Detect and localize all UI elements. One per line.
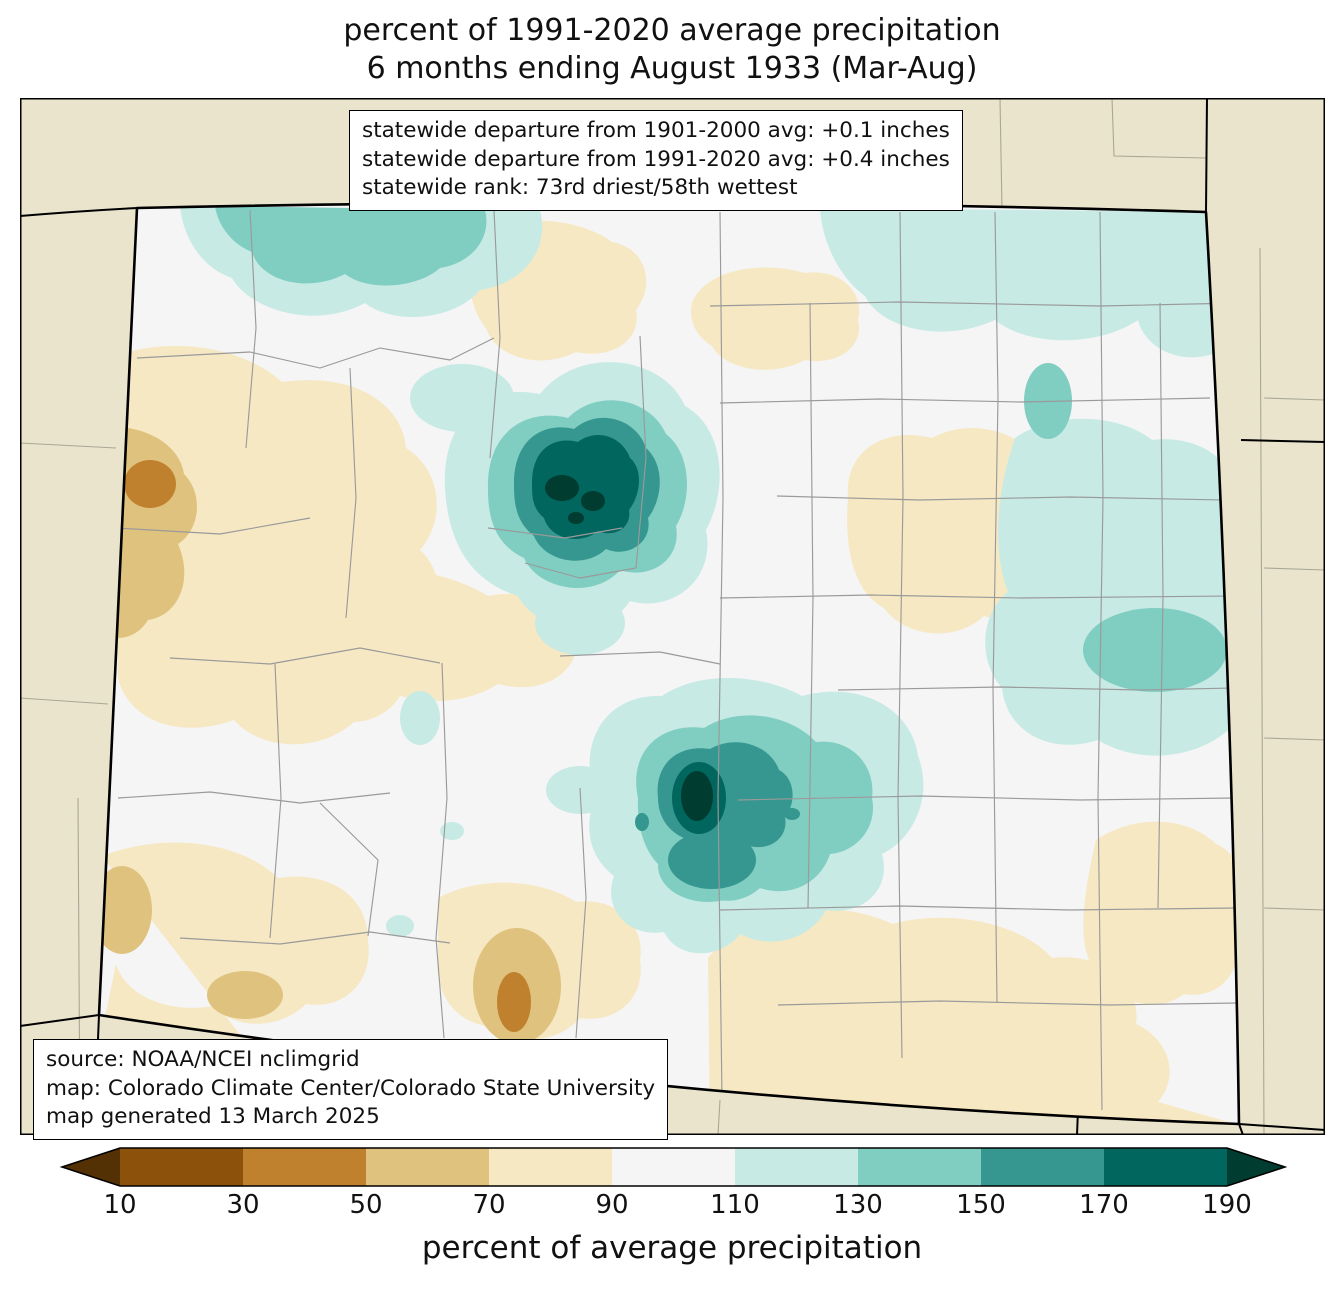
colorbar-tick-label: 190 [1202, 1190, 1252, 1220]
map-axes: statewide departure from 1901-2000 avg: … [20, 98, 1325, 1140]
stats-line-2: statewide departure from 1991-2020 avg: … [362, 146, 950, 172]
title-line-1: percent of 1991-2020 average precipitati… [343, 13, 1001, 48]
contour-fills [99, 206, 1239, 1125]
contour-30-50 [124, 460, 531, 1032]
colorbar-tick-label: 10 [103, 1190, 137, 1220]
colorbar-segment [489, 1148, 612, 1186]
title-line-2: 6 months ending August 1933 (Mar-Aug) [366, 51, 978, 87]
colorbar-segment [735, 1148, 858, 1186]
colorbar-segment [981, 1148, 1104, 1186]
source-line-1: source: NOAA/NCEI nclimgrid [46, 1047, 360, 1072]
colorbar-tick-label: 170 [1079, 1190, 1129, 1220]
colorbar-segment [1104, 1148, 1227, 1186]
colorbar-gradient [59, 1147, 1288, 1187]
colorbar-segment [243, 1148, 366, 1186]
figure-title: percent of 1991-2020 average precipitati… [0, 12, 1344, 89]
stats-box: statewide departure from 1901-2000 avg: … [349, 110, 963, 211]
contour-gt-190 [545, 475, 713, 821]
colorbar: 10 30 50 70 90 110 130 150 170 190 [0, 1146, 1344, 1230]
stats-line-3: statewide rank: 73rd driest/58th wettest [362, 175, 798, 201]
source-line-2: map: Colorado Climate Center/Colorado St… [46, 1075, 656, 1101]
colorbar-tick-label: 150 [956, 1190, 1006, 1220]
colorbar-tick-label: 90 [595, 1190, 629, 1220]
county-boundaries [115, 209, 1239, 1111]
colorbar-ticks: 10 30 50 70 90 110 130 150 170 190 [0, 1190, 1344, 1224]
colorbar-tick-label: 50 [349, 1190, 383, 1220]
stats-line-1: statewide departure from 1901-2000 avg: … [362, 118, 950, 143]
colorbar-tick-label: 70 [472, 1190, 506, 1220]
colorbar-tick-label: 110 [710, 1190, 760, 1220]
colorbar-outline [59, 1147, 1288, 1187]
colorbar-segment [858, 1148, 981, 1186]
colorado-precipitation-map [20, 98, 1325, 1135]
source-box: source: NOAA/NCEI nclimgrid map: Colorad… [33, 1039, 669, 1140]
colorbar-tick-label: 30 [226, 1190, 260, 1220]
colorbar-right-arrow [1227, 1148, 1285, 1186]
colorbar-left-arrow [62, 1148, 120, 1186]
colorbar-segment [612, 1148, 735, 1186]
colorbar-tick-label: 130 [833, 1190, 883, 1220]
axes-frame [20, 98, 1325, 1135]
colorbar-segment [120, 1148, 243, 1186]
source-line-3: map generated 13 March 2025 [46, 1104, 380, 1130]
colorbar-segment [366, 1148, 489, 1186]
colorbar-label: percent of average precipitation [421, 1230, 923, 1266]
contour-70-90 [99, 220, 1239, 1125]
